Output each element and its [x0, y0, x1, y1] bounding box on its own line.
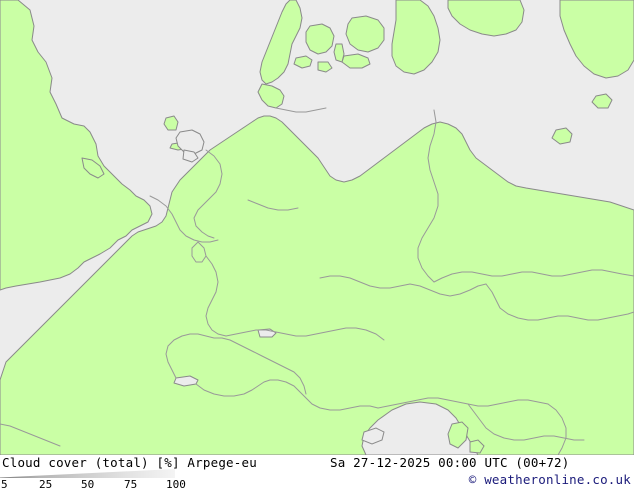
land-dalmatian-islet: [469, 439, 485, 454]
inland-water-group: [173, 129, 277, 387]
border-switzerland-italy: [195, 379, 379, 411]
border-austria-italy-slovenia: [377, 397, 549, 409]
border-france-spain-edge: [0, 423, 61, 447]
land-denmark-west-coast: [257, 83, 285, 109]
legend-tick-2: 50: [81, 478, 95, 490]
land-danish-islet-a: [293, 55, 313, 69]
border-czech-poland: [433, 269, 634, 283]
border-netherlands: [193, 149, 223, 239]
legend-tick-4: 100: [166, 478, 186, 490]
land-fyn-island: [305, 23, 335, 55]
land-danish-islet-b: [317, 61, 333, 73]
map-vector-layer: [0, 0, 634, 455]
water-ijsselmeer: [175, 129, 205, 155]
border-czech-austria: [485, 283, 634, 321]
border-slovenia-croatia: [467, 403, 585, 441]
border-germany-switzerland: [221, 337, 307, 395]
border-luxembourg: [191, 241, 207, 263]
border-germany-internal-a: [247, 199, 299, 211]
land-sweden-north-block: [447, 0, 525, 37]
border-france-germany: [205, 255, 227, 337]
border-austria-switzerland: [225, 327, 385, 341]
land-east-anglia-nub: [81, 157, 105, 179]
land-texel-island: [163, 115, 179, 131]
land-langeland-island: [333, 43, 345, 63]
copyright-link[interactable]: © weatheronline.co.uk: [468, 472, 631, 487]
legend-gradient-bar: [0, 469, 175, 478]
land-baltic-east-shore: [559, 0, 634, 79]
land-sjaelland-island: [345, 15, 385, 53]
map-canvas[interactable]: [0, 0, 634, 455]
land-lolland-island: [341, 53, 371, 69]
sea-adriatic-inlet-left: [361, 427, 385, 445]
land-southern-sweden: [391, 0, 441, 75]
colour-scale-legend: 5 25 50 75 100: [0, 469, 210, 490]
water-markermeer: [182, 149, 199, 163]
land-great-britain: [0, 0, 153, 291]
border-poland-germany: [417, 109, 439, 283]
land-jutland-denmark: [259, 0, 303, 85]
border-germany-czech: [319, 275, 487, 297]
adriatic-group: [361, 401, 485, 455]
legend-tick-0: 5: [1, 478, 8, 490]
landmass-group: [0, 0, 634, 455]
legend-wedge: [0, 469, 175, 478]
land-continental-europe-main: [0, 115, 634, 455]
legend-tick-1: 25: [39, 478, 53, 490]
border-france-switzerland: [165, 333, 223, 379]
border-hungary-west: [547, 403, 567, 455]
border-germany-denmark: [275, 107, 327, 113]
footer-bar: Cloud cover (total) [%] Arpege-eu Sa 27-…: [0, 455, 634, 490]
land-istria-peninsula: [447, 421, 469, 449]
border-belgium: [149, 195, 219, 243]
chart-title: Cloud cover (total) [%] Arpege-eu: [2, 455, 257, 470]
valid-time-label: Sa 27-12-2025 00:00 UTC (00+72): [330, 455, 570, 470]
land-baltic-islet: [591, 93, 613, 109]
legend-tick-3: 75: [124, 478, 138, 490]
land-bornholm-island: [551, 127, 573, 145]
country-borders-group: [0, 107, 634, 455]
